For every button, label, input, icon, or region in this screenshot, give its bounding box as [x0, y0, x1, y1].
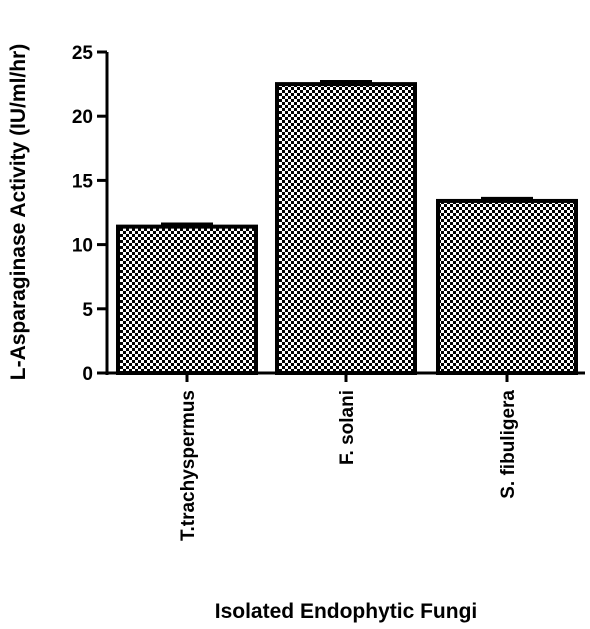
- x-category-label-1: F. solani: [337, 390, 358, 465]
- y-tick-label-1: 5: [82, 300, 93, 321]
- x-category-label-0: T.trachyspermus: [178, 390, 199, 541]
- y-tick-label-5: 25: [72, 43, 94, 64]
- y-axis-title: L-Asparaginase Activity (IU/ml/hr): [7, 44, 30, 380]
- axes-layer: [97, 50, 585, 382]
- x-axis-title: Isolated Endophytic Fungi: [215, 600, 478, 623]
- y-tick-label-3: 15: [72, 171, 94, 192]
- y-tick-label-0: 0: [82, 364, 93, 385]
- labels-layer: 0 5 10 15 20 25 T.trachyspermus F. solani S. fib…: [7, 43, 519, 623]
- bar-0: [116, 224, 258, 375]
- y-tick-label-2: 10: [72, 236, 93, 257]
- bar-1: [275, 82, 417, 375]
- y-tick-label-4: 20: [72, 107, 93, 128]
- bar-2: [436, 198, 578, 375]
- bars-layer: [116, 80, 578, 375]
- x-category-label-2: S. fibuligera: [498, 390, 519, 499]
